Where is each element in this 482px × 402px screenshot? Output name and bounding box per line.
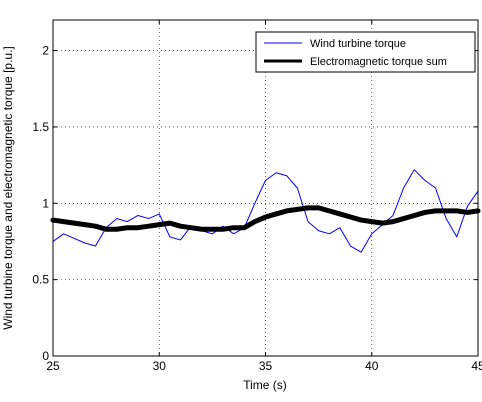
legend-label-wind: Wind turbine torque bbox=[310, 38, 406, 50]
y-tick-label: 0 bbox=[42, 349, 49, 363]
x-axis-label: Time (s) bbox=[243, 378, 287, 392]
x-tick-label: 35 bbox=[259, 359, 273, 373]
x-tick-label: 40 bbox=[365, 359, 379, 373]
series-line-wind-torque bbox=[52, 169, 479, 253]
y-tick-label: 0.5 bbox=[32, 273, 49, 287]
y-tick-label: 1.5 bbox=[32, 120, 49, 134]
x-tick-label: 30 bbox=[153, 359, 167, 373]
series-layer bbox=[50, 169, 481, 253]
y-axis-label: Wind turbine torque and electromagnetic … bbox=[1, 46, 15, 330]
legend-label-em: Electromagnetic torque sum bbox=[310, 56, 447, 68]
legend: Wind turbine torque Electromagnetic torq… bbox=[255, 31, 476, 73]
x-tick-label: 45 bbox=[471, 359, 482, 373]
series-line-em-torque bbox=[50, 205, 481, 232]
legend-box bbox=[255, 31, 476, 73]
y-tick-label: 2 bbox=[42, 44, 49, 58]
x-tick-label: 25 bbox=[46, 359, 60, 373]
ticks-layer: 25 30 35 40 45 0 0.5 1 1.5 2 bbox=[32, 20, 482, 373]
y-tick-label: 1 bbox=[42, 196, 49, 210]
